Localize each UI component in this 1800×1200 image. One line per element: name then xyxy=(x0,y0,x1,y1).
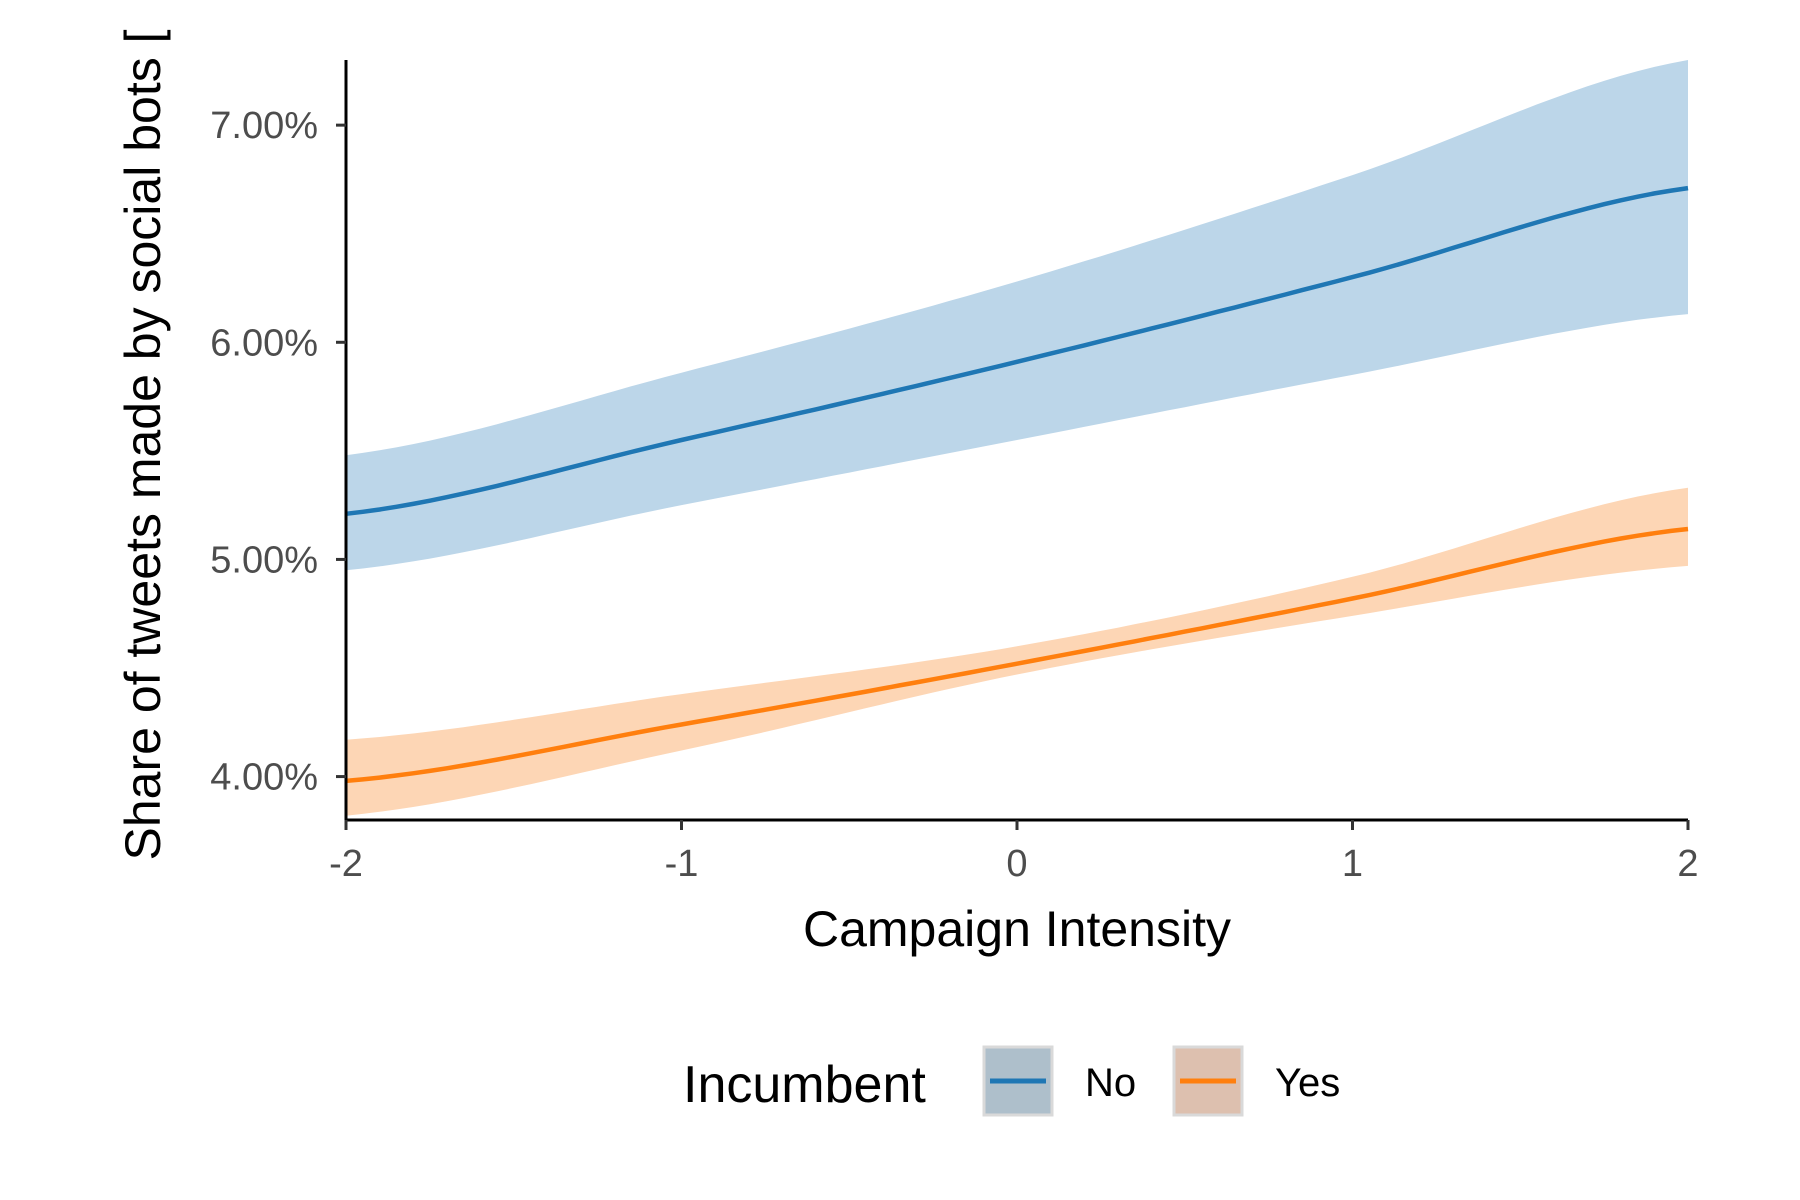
series-line-yes xyxy=(345,526,1689,784)
y-axis-ticks: 4.00% 5.00% 6.00% 7.00% xyxy=(210,105,346,799)
axes: 4.00% 5.00% 6.00% 7.00% -2 -1 0 1 2 xyxy=(210,60,1699,885)
ci-band-no xyxy=(346,60,1688,571)
legend-item-no: No xyxy=(982,1045,1136,1117)
series-lines xyxy=(345,185,1689,784)
series-line-no xyxy=(345,185,1689,517)
legend-items: No Yes xyxy=(982,1045,1340,1117)
legend-item-yes: Yes xyxy=(1172,1045,1340,1117)
x-tick-label: -1 xyxy=(665,843,699,885)
x-tick-label: 2 xyxy=(1677,843,1698,885)
y-tick-label: 7.00% xyxy=(210,105,318,147)
y-tick-label: 5.00% xyxy=(210,539,318,581)
x-tick-label: 1 xyxy=(1342,843,1363,885)
confidence-bands xyxy=(346,60,1688,816)
legend-label-no: No xyxy=(1085,1061,1136,1105)
y-tick-label: 6.00% xyxy=(210,322,318,364)
x-axis-title: Campaign Intensity xyxy=(803,901,1231,957)
y-tick-label: 4.00% xyxy=(210,757,318,799)
ci-band-yes xyxy=(346,487,1688,816)
legend-title: Incumbent xyxy=(683,1056,926,1114)
legend-label-yes: Yes xyxy=(1275,1061,1340,1105)
legend: Incumbent No Yes xyxy=(683,1045,1340,1117)
x-tick-label: -2 xyxy=(329,843,363,885)
x-axis-ticks: -2 -1 0 1 2 xyxy=(329,820,1699,885)
y-axis-title: Share of tweets made by social bots [ xyxy=(115,29,171,860)
x-tick-label: 0 xyxy=(1006,843,1027,885)
